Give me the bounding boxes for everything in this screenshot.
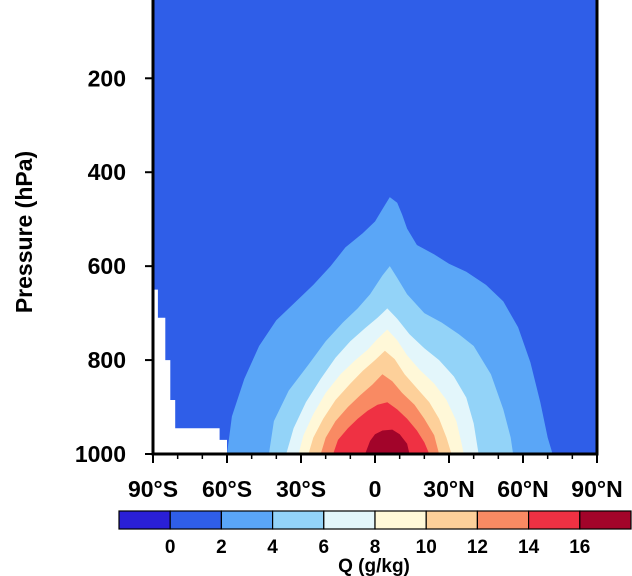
x-tick-label: 30°S <box>276 476 326 502</box>
colorbar-box <box>579 510 632 530</box>
colorbar-box <box>527 510 581 530</box>
colorbar-box <box>118 510 171 530</box>
y-axis-title: Pressure (hPa) <box>11 151 37 313</box>
colorbar-box <box>169 510 222 530</box>
y-tick-label: 600 <box>88 253 126 279</box>
colorbar-tick-label: 0 <box>165 537 176 558</box>
colorbar-box <box>425 510 479 530</box>
colorbar-box <box>220 510 274 530</box>
colorbar: 0 2 4 6 8 10 12 14 16 <box>118 510 632 558</box>
colorbar-tick-label: 4 <box>267 537 278 558</box>
colorbar-tick-label: 12 <box>467 537 488 558</box>
colorbar-tick-label: 8 <box>370 537 381 558</box>
colorbar-title: Q (g/kg) <box>338 556 410 576</box>
colorbar-box <box>476 510 530 530</box>
x-tick-label: 90°N <box>571 476 622 502</box>
y-axis: 200 400 600 800 1000 <box>75 65 153 467</box>
colorbar-box <box>323 510 376 530</box>
contour-fill-16 <box>365 429 410 454</box>
y-tick-label: 800 <box>88 347 126 373</box>
y-tick-label: 200 <box>88 65 126 91</box>
y-tick-label: 1000 <box>75 441 126 467</box>
colorbar-tick-label: 6 <box>319 537 330 558</box>
x-axis: 90°S 60°S 30°S 0 30°N 60°N 90°N <box>128 454 623 502</box>
y-tick-label: 400 <box>88 159 126 185</box>
x-tick-label: 30°N <box>423 476 474 502</box>
x-tick-label: 90°S <box>128 476 178 502</box>
contour-fills <box>227 197 553 454</box>
x-tick-label: 60°N <box>497 476 548 502</box>
colorbar-tick-label: 10 <box>416 537 437 558</box>
plot-area <box>151 0 599 456</box>
x-tick-label: 0 <box>369 476 382 502</box>
contour-fill-14 <box>333 402 430 454</box>
x-tick-label: 60°S <box>202 476 252 502</box>
colorbar-tick-label: 16 <box>569 537 590 558</box>
missing-data-region <box>153 289 227 454</box>
colorbar-box <box>272 510 325 530</box>
colorbar-tick-label: 2 <box>216 537 227 558</box>
colorbar-tick-label: 14 <box>518 537 540 558</box>
colorbar-box <box>374 510 427 530</box>
